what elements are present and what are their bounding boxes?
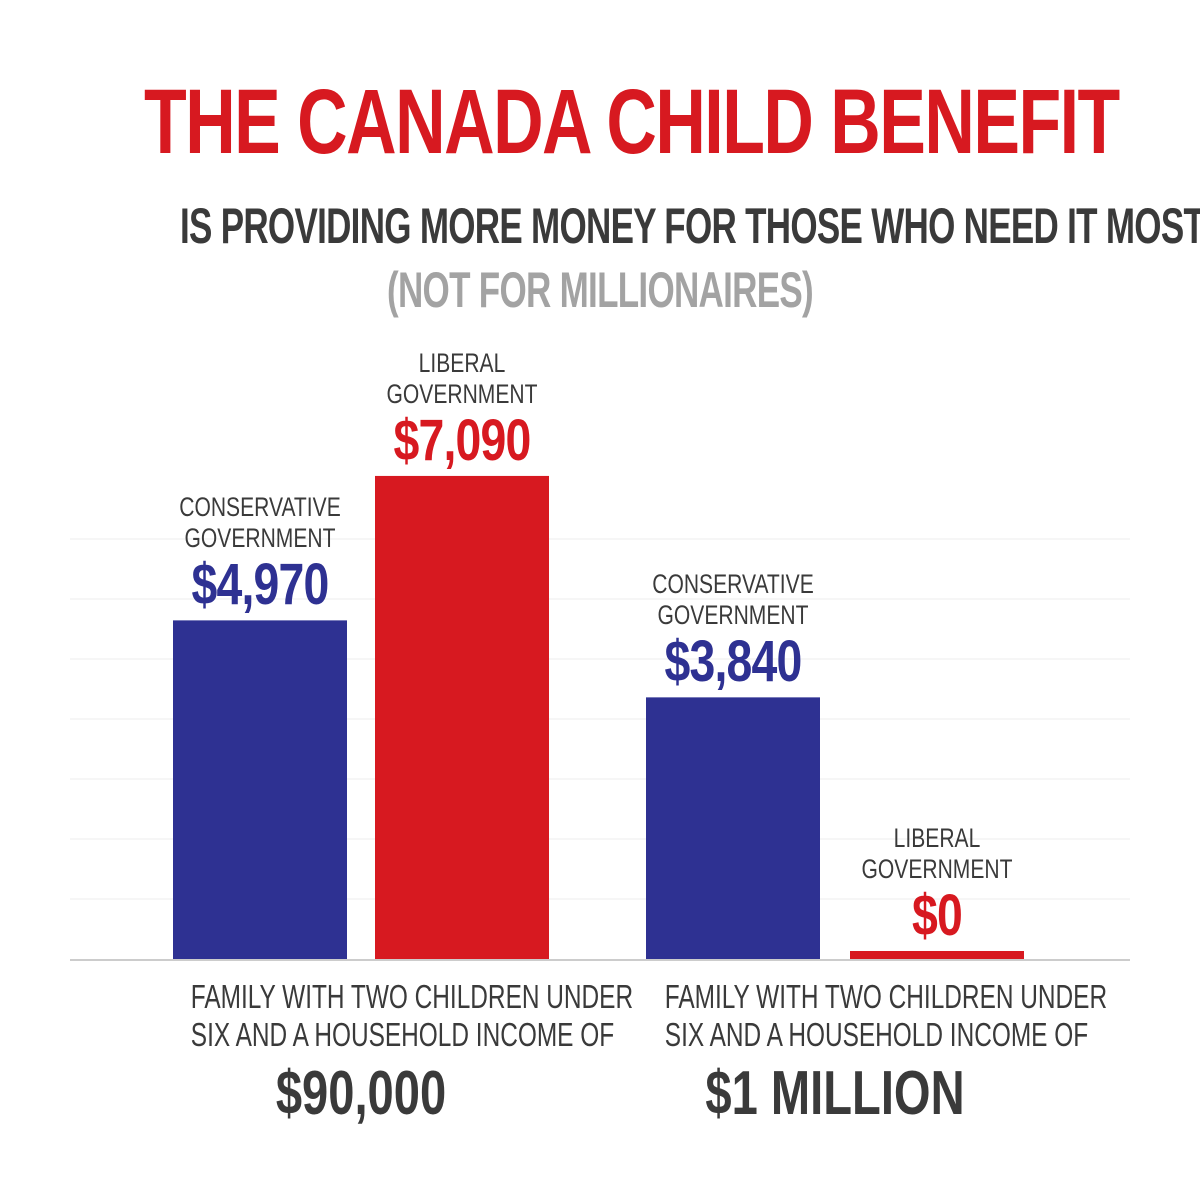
group-description-line: SIX AND A HOUSEHOLD INCOME OF: [664, 1016, 1089, 1053]
bar-value-label: $0: [911, 883, 963, 948]
bar-conservative-group-1: [173, 620, 347, 959]
bar-value-label: $7,090: [393, 407, 531, 473]
bar-conservative-group-2: [646, 697, 820, 959]
bar-party-suffix: GOVERNMENT: [184, 523, 336, 554]
group-income-label: $1 MILLION: [705, 1059, 965, 1128]
bar-party-name: CONSERVATIVE: [652, 569, 814, 600]
bar-party-suffix: GOVERNMENT: [861, 854, 1013, 884]
bar-label-liberal-group-1: LIBERAL GOVERNMENT $7,090: [312, 348, 612, 472]
group-caption-1: FAMILY WITH TWO CHILDREN UNDER SIX AND A …: [131, 978, 634, 1130]
bar-party-name: LIBERAL: [893, 823, 981, 853]
bar-party-suffix: GOVERNMENT: [657, 600, 809, 631]
group-income-label: $90,000: [275, 1059, 447, 1128]
page-note: (NOT FOR MILLIONAIRES): [387, 262, 814, 318]
bar-liberal-group-2: [850, 951, 1024, 959]
bar-liberal-group-1: [375, 475, 549, 959]
bar-label-conservative-group-1: CONSERVATIVE GOVERNMENT $4,970: [110, 492, 410, 616]
bar-value-label: $3,840: [664, 629, 802, 695]
bar-label-liberal-group-2: LIBERAL GOVERNMENT $0: [787, 823, 1087, 947]
bar-value-label: $4,970: [191, 552, 329, 618]
page-title: THE CANADA CHILD BENEFIT: [144, 71, 1120, 173]
group-description-line: FAMILY WITH TWO CHILDREN UNDER: [190, 978, 634, 1015]
group-description-line: SIX AND A HOUSEHOLD INCOME OF: [190, 1016, 615, 1053]
bar-party-name: LIBERAL: [418, 347, 506, 378]
bar-party-suffix: GOVERNMENT: [386, 378, 538, 409]
group-caption-2: FAMILY WITH TWO CHILDREN UNDER SIX AND A …: [605, 978, 1108, 1130]
bar-label-conservative-group-2: CONSERVATIVE GOVERNMENT $3,840: [583, 569, 883, 693]
group-description-line: FAMILY WITH TWO CHILDREN UNDER: [664, 978, 1108, 1015]
bar-party-name: CONSERVATIVE: [179, 492, 341, 523]
